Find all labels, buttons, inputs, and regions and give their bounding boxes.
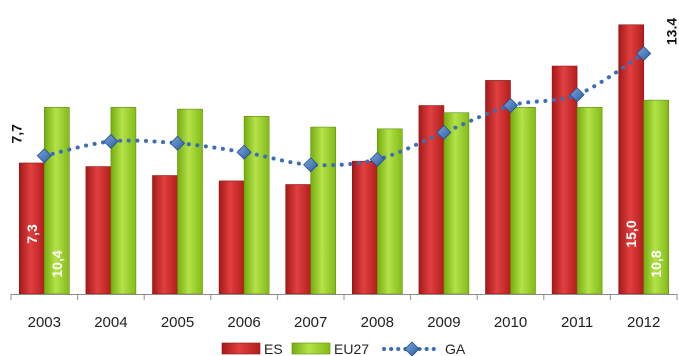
legend-label-ga: GA xyxy=(445,341,466,356)
x-tick-label-2012: 2012 xyxy=(627,314,660,331)
x-tick-label-2009: 2009 xyxy=(427,314,460,331)
legend-swatch-ga-marker xyxy=(405,342,419,356)
x-axis: 2003 2004 2005 2006 2007 2008 2009 2010 2011 2012 xyxy=(11,294,677,331)
data-label-eu27-2012: 10,8 xyxy=(648,250,664,277)
x-tick-label-2003: 2003 xyxy=(28,314,61,331)
x-tick-label-2004: 2004 xyxy=(94,314,127,331)
x-tick-label-2008: 2008 xyxy=(361,314,394,331)
bar-es-2007 xyxy=(286,185,311,294)
legend-swatch-eu27 xyxy=(292,343,330,354)
data-label-ga-2012: 13.4 xyxy=(664,18,679,45)
bar-es-2006 xyxy=(219,181,244,294)
x-tick-label-2011: 2011 xyxy=(561,314,593,331)
bar-eu27-2009 xyxy=(444,113,469,294)
bar-eu27-2006 xyxy=(244,116,269,294)
bar-eu27-2004 xyxy=(111,107,136,294)
bar-eu27-2008 xyxy=(377,129,402,294)
x-tick-label-2007: 2007 xyxy=(294,314,327,331)
bar-es-2012 xyxy=(619,25,644,294)
bar-es-2008 xyxy=(352,161,377,294)
legend-label-eu27: EU27 xyxy=(334,341,369,356)
data-label-es-2012: 15,0 xyxy=(623,220,639,247)
bar-es-2010 xyxy=(486,80,511,294)
bar-es-2004 xyxy=(86,167,111,294)
bar-eu27-2007 xyxy=(311,127,336,294)
legend-label-es: ES xyxy=(264,341,283,356)
legend-swatch-es xyxy=(222,343,260,354)
x-tick-label-2006: 2006 xyxy=(227,314,260,331)
x-tick-label-2010: 2010 xyxy=(494,314,527,331)
bar-eu27-2010 xyxy=(511,107,536,294)
data-label-eu27-2003: 10,4 xyxy=(49,250,65,277)
data-label-es-2003: 7,3 xyxy=(24,224,40,244)
legend: ES EU27 GA xyxy=(222,341,466,356)
data-label-ga-2003: 7,7 xyxy=(8,124,24,144)
bar-eu27-2005 xyxy=(178,109,203,294)
bar-eu27-2011 xyxy=(577,107,602,294)
bars-layer xyxy=(19,25,668,294)
x-tick-label-2005: 2005 xyxy=(161,314,194,331)
bar-es-2005 xyxy=(153,176,178,294)
